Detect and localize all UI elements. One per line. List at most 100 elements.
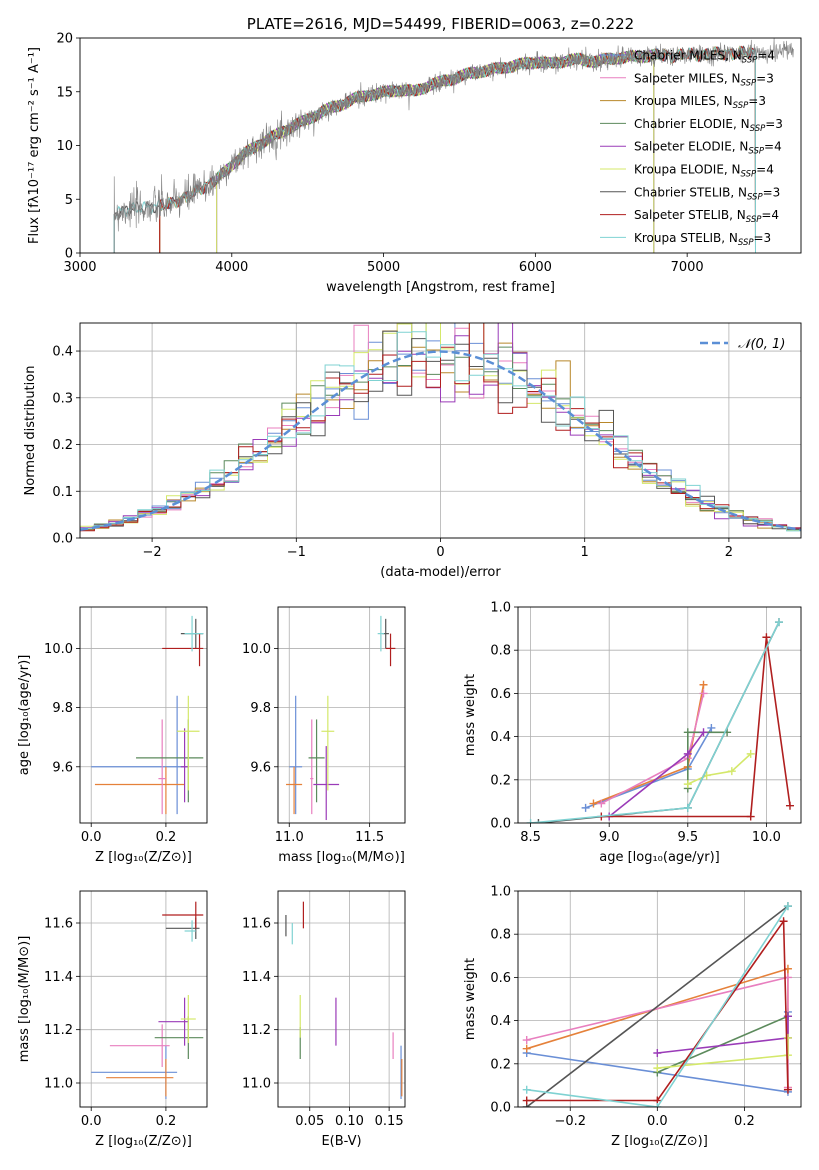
y-tick-label: 0.4: [490, 1014, 511, 1029]
weight-marker: [522, 1036, 531, 1045]
spectrum-frame: [79, 37, 802, 254]
age_vs_mass-errorbars: [286, 615, 396, 821]
histograms: [80, 323, 801, 533]
x-tick-label: 6000: [519, 260, 552, 275]
errorbar-point: [177, 695, 200, 791]
y-axis-label: mass weight: [463, 958, 478, 1040]
weight-marker: [526, 819, 535, 823]
weight-marker: [746, 812, 755, 821]
x-tick-label: 0.0: [81, 1114, 102, 1129]
y-tick-label: 0.2: [52, 438, 73, 453]
y-axis-label: Normed distribution: [23, 366, 38, 496]
y-tick-label: 0.8: [490, 928, 511, 943]
errorbar-point: [321, 695, 335, 791]
weight-line: [656, 1015, 789, 1074]
histogram-series: [80, 323, 801, 533]
weight-marker: [746, 749, 755, 758]
y-axis-label: age [log₁₀(age/yr)]: [17, 655, 32, 776]
errorbar-point: [109, 1024, 170, 1067]
x-tick-label: −1: [287, 545, 306, 560]
weight-marker: [762, 633, 771, 642]
y-tick-label: 0.0: [490, 1101, 511, 1116]
x-tick-label: 10.0: [752, 830, 781, 845]
weight_vs_age-axes: 8.5 9.0 9.5 10.0 0.0 0.2 0.4 0.6 0.8 1.0 age [log₁…: [463, 601, 801, 865]
y-tick-label: 0.0: [52, 532, 73, 547]
weight-marker: [653, 1103, 662, 1107]
age_vs_mass-frame: [277, 606, 406, 824]
y-tick-label: 11.2: [242, 1023, 271, 1038]
x-tick-label: 11.5: [355, 830, 384, 845]
y-tick-label: 1.0: [490, 601, 511, 616]
errorbar-point: [313, 746, 340, 821]
weight_vs_Z-lines: [522, 902, 792, 1107]
mass_vs_ebv-errorbars: [285, 901, 403, 1099]
weight-line: [687, 753, 752, 785]
errorbar-point: [184, 920, 196, 942]
y-axis-label: mass weight: [463, 674, 478, 756]
legend-label: Kroupa ELODIE, NSSP=4: [634, 163, 774, 180]
errorbar-point: [91, 695, 189, 815]
errorbar-point: [91, 1045, 178, 1099]
y-tick-label: 0.6: [490, 971, 511, 986]
mass_vs_Z-errorbars: [91, 901, 204, 1099]
legend-label: Salpeter MILES, NSSP=3: [634, 71, 774, 88]
errorbar-point: [286, 766, 303, 815]
weight_vs_age-frame: [517, 606, 802, 824]
weight-marker: [783, 1085, 792, 1094]
y-tick-label: 11.4: [242, 970, 271, 985]
x-tick-label: 0.0: [81, 830, 102, 845]
y-tick-label: 11.4: [44, 970, 73, 985]
legend-label: Salpeter STELIB, NSSP=4: [634, 208, 779, 225]
legend-label: Chabrier STELIB, NSSP=3: [634, 185, 780, 202]
x-tick-label: 11.0: [275, 830, 304, 845]
weight-marker: [707, 723, 716, 732]
errorbar-point: [308, 719, 325, 803]
weight-marker: [785, 801, 794, 810]
mass_vs_ebv-frame: [277, 890, 406, 1108]
weight_vs_Z-frame: [517, 890, 802, 1108]
legend-label: Kroupa STELIB, NSSP=3: [634, 231, 771, 248]
mass_vs_Z-axes: 0.0 0.2 11.0 11.2 11.4 11.6 Z [log₁₀(Z/Z⊙)] mas…: [17, 891, 207, 1149]
weight-line: [526, 905, 789, 1107]
weight-marker: [653, 1064, 662, 1073]
weight-marker: [683, 728, 692, 737]
errorbar-point: [180, 995, 196, 1043]
y-tick-label: 9.6: [52, 760, 73, 775]
weight_vs_Z-axes: −0.2 0.0 0.2 0.0 0.2 0.4 0.6 0.8 1.0 Z [log₁₀(Z/Z…: [463, 885, 801, 1149]
weight-marker: [783, 1033, 792, 1042]
weight-marker: [783, 1012, 792, 1021]
errorbar-point: [180, 728, 189, 803]
y-tick-label: 0.3: [52, 391, 73, 406]
weight-marker: [699, 728, 708, 737]
y-tick-label: 0.2: [490, 1057, 511, 1072]
age_vs_mass-axes: 11.0 11.5 9.6 9.8 10.0 mass [log₁₀(M/M⊙)]: [242, 607, 405, 865]
weight-line: [526, 905, 789, 1107]
legend-label: Kroupa MILES, NSSP=3: [634, 94, 766, 111]
y-tick-label: 9.8: [250, 701, 271, 716]
x-tick-label: 8.5: [520, 830, 541, 845]
residuals-frame: [79, 322, 802, 539]
errorbar-point: [310, 719, 314, 815]
x-tick-label: 2: [725, 545, 733, 560]
weight-marker: [581, 803, 590, 812]
mass_vs_ebv-axes: 0.05 0.10 0.15 11.0 11.2 11.4 11.6 E(B-V): [242, 891, 405, 1149]
age_vs_Z-axes: 0.0 0.2 9.6 9.8 10.0 Z [log₁₀(Z/Z⊙)] age [log₁…: [17, 607, 207, 865]
errorbar-point: [377, 615, 385, 652]
legend-label: Chabrier MILES, NSSP=4: [634, 49, 775, 66]
y-tick-label: 10.0: [44, 642, 73, 657]
errorbar-point: [162, 633, 204, 667]
errorbar-point: [94, 766, 185, 815]
y-axis-label: Flux [fλ10⁻¹⁷ erg cm⁻² s⁻¹ A⁻¹]: [27, 47, 42, 244]
weight-marker: [774, 618, 783, 627]
weight-marker: [783, 1051, 792, 1060]
y-tick-label: 11.2: [44, 1023, 73, 1038]
y-tick-label: 11.6: [242, 917, 271, 932]
x-axis-label: age [log₁₀(age/yr)]: [599, 850, 720, 865]
y-tick-label: 20: [56, 32, 73, 47]
x-axis-label: E(B-V): [321, 1134, 361, 1149]
chart-title: PLATE=2616, MJD=54499, FIBERID=0063, z=0…: [247, 15, 634, 33]
y-tick-label: 10: [56, 139, 73, 154]
y-tick-label: 0.2: [490, 773, 511, 788]
y-tick-label: 15: [56, 85, 73, 100]
